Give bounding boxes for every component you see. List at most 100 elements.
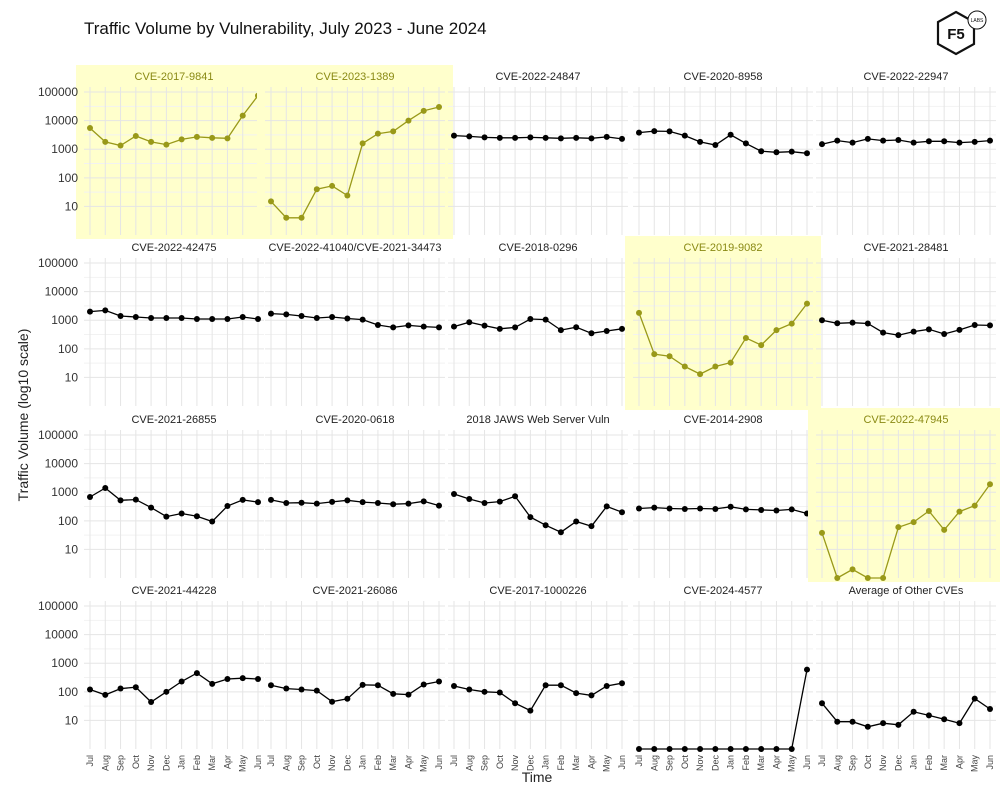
data-point xyxy=(681,132,688,139)
data-point xyxy=(697,138,704,145)
data-point xyxy=(344,695,351,702)
data-point xyxy=(573,324,580,331)
data-point xyxy=(588,523,595,530)
panel: CVE-2024-4577 Jul Aug Sep Oct Nov Dec Jan Feb Mar… xyxy=(633,585,813,772)
y-tick-label: 10000 xyxy=(45,285,79,299)
panel: CVE-2019-9082 xyxy=(625,236,821,410)
panel-title: CVE-2014-2908 xyxy=(684,414,763,426)
data-point xyxy=(849,566,856,573)
x-tick-label: Mar xyxy=(571,755,581,771)
data-point xyxy=(436,678,442,685)
data-point xyxy=(512,134,519,141)
data-point xyxy=(971,138,978,145)
panel-title: CVE-2021-26086 xyxy=(312,585,397,597)
data-point xyxy=(895,332,902,339)
logo-main-text: F5 xyxy=(947,26,965,43)
data-point xyxy=(512,493,519,500)
x-tick-label: May xyxy=(602,755,612,773)
series-line xyxy=(89,309,259,320)
data-point xyxy=(496,689,503,696)
x-tick-label: Oct xyxy=(495,755,505,770)
panel-title: CVE-2017-1000226 xyxy=(489,585,586,597)
data-point xyxy=(956,326,963,333)
x-tick-label: Sep xyxy=(848,755,858,771)
panel: 2018 JAWS Web Server Vuln xyxy=(448,414,628,578)
data-point xyxy=(758,148,765,155)
data-point xyxy=(496,325,503,332)
data-point xyxy=(910,139,917,146)
data-point xyxy=(636,746,642,752)
data-point xyxy=(451,323,457,330)
data-point xyxy=(666,746,673,752)
x-tick-label: Mar xyxy=(207,755,217,771)
data-point xyxy=(163,688,170,695)
data-point xyxy=(193,513,200,520)
data-point xyxy=(420,681,427,688)
data-point xyxy=(588,135,595,142)
data-point xyxy=(405,117,412,124)
series-line xyxy=(821,697,991,728)
data-point xyxy=(666,353,673,360)
data-point xyxy=(224,135,231,142)
panel: CVE-2020-0618 xyxy=(265,414,445,578)
data-point xyxy=(834,575,841,581)
data-point xyxy=(359,681,366,688)
data-point xyxy=(148,138,155,145)
x-tick-label: Aug xyxy=(281,755,291,771)
data-point xyxy=(313,314,320,321)
data-point xyxy=(651,504,658,511)
panel-title: CVE-2021-26855 xyxy=(131,414,216,426)
data-point xyxy=(87,308,93,315)
x-tick-label: Jul xyxy=(85,755,95,767)
data-point xyxy=(283,685,290,692)
data-point xyxy=(619,680,625,687)
data-point xyxy=(527,707,534,714)
data-point xyxy=(666,128,673,135)
x-tick-label: Apr xyxy=(954,755,964,769)
data-point xyxy=(436,502,442,509)
data-point xyxy=(390,128,397,135)
panel-title: CVE-2017-9841 xyxy=(135,71,214,83)
panel: CVE-2020-8958 xyxy=(633,71,813,235)
data-point xyxy=(819,141,825,148)
data-point xyxy=(117,142,124,149)
x-tick-label: Jun xyxy=(802,755,812,770)
data-point xyxy=(697,371,704,378)
data-point xyxy=(773,149,780,156)
data-point xyxy=(209,680,216,687)
data-point xyxy=(87,686,93,693)
data-point xyxy=(636,129,642,136)
data-point xyxy=(148,504,155,511)
y-axis-label: Traffic Volume (log10 scale) xyxy=(15,329,31,502)
data-point xyxy=(481,322,488,329)
data-point xyxy=(987,481,993,488)
panel-title: CVE-2022-24847 xyxy=(495,71,580,83)
x-tick-label: Feb xyxy=(556,755,566,771)
x-tick-label: Oct xyxy=(312,755,322,770)
x-tick-label: Jul xyxy=(449,755,459,767)
data-point xyxy=(117,497,124,504)
panel: CVE-2021-26086 Jul Aug Sep Oct Nov Dec Jan Feb Ma… xyxy=(265,585,445,772)
data-point xyxy=(727,359,734,366)
f5-labs-logo: F5 LABS xyxy=(936,10,987,56)
data-point xyxy=(496,134,503,141)
data-point xyxy=(727,503,734,510)
data-point xyxy=(895,137,902,144)
data-point xyxy=(298,313,305,320)
series-line xyxy=(453,493,623,533)
data-point xyxy=(557,529,564,536)
data-point xyxy=(132,496,139,503)
x-tick-label: Jul xyxy=(266,755,276,767)
data-point xyxy=(268,496,274,503)
data-point xyxy=(864,723,871,730)
data-point xyxy=(603,327,610,334)
series-line xyxy=(89,487,259,523)
x-tick-label: Jan xyxy=(909,755,919,770)
x-axis-label: Time xyxy=(522,769,553,785)
x-tick-label: Jun xyxy=(985,755,995,770)
data-point xyxy=(681,363,688,370)
data-point xyxy=(742,746,749,752)
data-point xyxy=(420,107,427,114)
